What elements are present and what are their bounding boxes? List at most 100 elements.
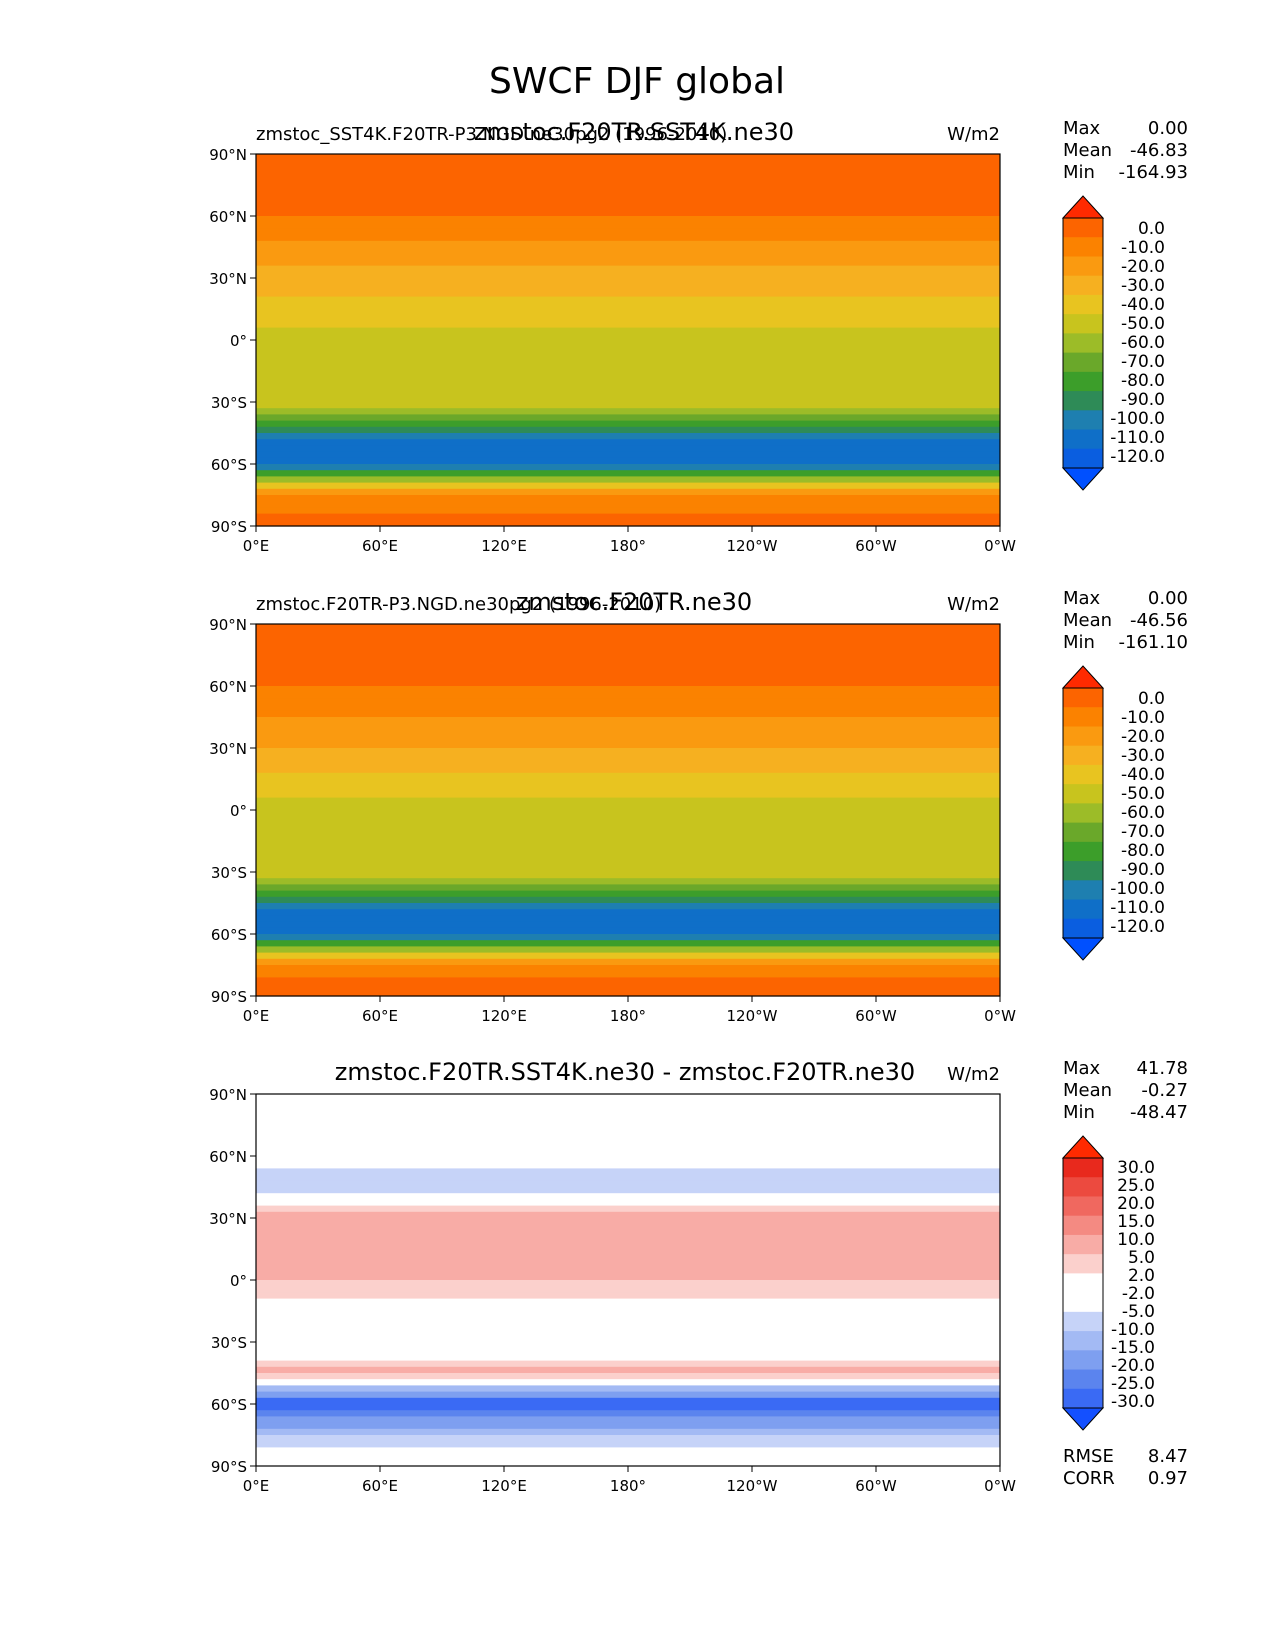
colorbar (1061, 1135, 1105, 1431)
field-band (256, 735, 1000, 743)
field-band (256, 507, 1000, 515)
field-band (256, 1273, 1000, 1281)
colorbar-label: 30.0 (1117, 1158, 1155, 1178)
field-band (256, 271, 1000, 279)
colorbar-label: -80.0 (1121, 841, 1165, 861)
field-band (256, 247, 1000, 254)
lat-tick-label: 0° (230, 802, 247, 820)
field-band (256, 160, 1000, 167)
field-band (256, 216, 1000, 223)
field-band (256, 630, 1000, 637)
colorbar-label: -60.0 (1121, 333, 1165, 353)
panel-2: 90°N 60°N 30°N 0° 30°S 60°S 90°S 0°E 60°E 120°E 1… (209, 588, 1188, 1025)
colorbar-segment (1063, 1331, 1103, 1351)
field-band (256, 754, 1000, 761)
colorbar-label: -5.0 (1122, 1302, 1155, 1322)
lat-tick-label: 60°N (209, 678, 247, 696)
colorbar-extend-max (1061, 665, 1105, 689)
field-band (256, 1199, 1000, 1207)
colorbar-label: 5.0 (1128, 1248, 1155, 1268)
colorbar-segment (1063, 1311, 1103, 1332)
center-title: zmstoc.F20TR.SST4K.ne30 - zmstoc.F20TR.n… (335, 1058, 915, 1086)
colorbar-segment (1063, 371, 1103, 392)
lat-tick-label: 0° (230, 1272, 247, 1290)
field-band (256, 172, 1000, 180)
lon-tick-label: 60°E (362, 1007, 398, 1025)
field-band (256, 797, 1000, 805)
field-band (256, 1131, 1000, 1138)
colorbar-label: -40.0 (1121, 295, 1165, 315)
stat-value-mean: -46.56 (1130, 610, 1188, 631)
field-band (256, 513, 1000, 521)
field-band (256, 723, 1000, 730)
panel-3: 90°N 60°N 30°N 0° 30°S 60°S 90°S 0°E 60°E 120°E 1… (209, 1058, 1188, 1495)
stat-value-rmse: 8.47 (1148, 1446, 1188, 1467)
lat-tick-label: 60°N (209, 1148, 247, 1166)
stat-value-corr: 0.97 (1148, 1468, 1188, 1489)
lon-tick-label: 60°E (362, 1477, 398, 1495)
colorbar-segment (1063, 1273, 1103, 1294)
field-band (256, 1125, 1000, 1132)
stat-label-max: Max (1063, 588, 1101, 609)
field-band (256, 915, 1000, 923)
stat-value-max: 0.00 (1148, 588, 1188, 609)
field-band (256, 377, 1000, 384)
field-band (256, 470, 1000, 477)
field-band (256, 495, 1000, 502)
lon-tick-label: 60°W (855, 1477, 897, 1495)
field-band (256, 1404, 1000, 1411)
field-band (256, 445, 1000, 453)
colorbar-label: -80.0 (1121, 371, 1165, 391)
field-band (256, 1261, 1000, 1269)
field-band (256, 673, 1000, 681)
field-band (256, 414, 1000, 422)
lon-tick-label: 60°W (855, 1007, 897, 1025)
colorbar-segment (1063, 745, 1103, 766)
field-band (256, 816, 1000, 823)
stat-label-min: Min (1063, 1102, 1095, 1123)
left-title: zmstoc.F20TR-P3.NGD.ne30pg2 (1996-2010) (256, 594, 661, 615)
lat-tick-label: 30°N (209, 1210, 247, 1228)
colorbar-segment (1063, 410, 1103, 431)
field-band (256, 636, 1000, 644)
field-band (256, 501, 1000, 508)
colorbar-extend-min (1061, 937, 1105, 961)
field-band (256, 222, 1000, 229)
stat-label-mean: Mean (1063, 610, 1112, 631)
field-band (256, 921, 1000, 929)
units-label: W/m2 (947, 124, 1000, 145)
colorbar-label: 10.0 (1117, 1230, 1155, 1250)
field-band (256, 655, 1000, 662)
colorbar-segment (1063, 1292, 1103, 1313)
field-band (256, 315, 1000, 322)
field-band (256, 1385, 1000, 1393)
colorbar-extend-min (1061, 1407, 1105, 1431)
colorbar-segment (1063, 841, 1103, 862)
field-band (256, 284, 1000, 291)
field-band (256, 1106, 1000, 1114)
field-band (256, 878, 1000, 885)
field-band (256, 464, 1000, 471)
stat-value-mean: -0.27 (1141, 1080, 1188, 1101)
field-band (256, 884, 1000, 892)
lat-tick-label: 30°S (211, 1334, 247, 1352)
field-band (256, 408, 1000, 415)
field-band (256, 1149, 1000, 1157)
stat-label-corr: CORR (1063, 1468, 1115, 1489)
field-band (256, 259, 1000, 267)
field-band (256, 1193, 1000, 1200)
lat-tick-label: 60°S (211, 456, 247, 474)
lat-axis: 90°N 60°N 30°N 0° 30°S 60°S 90°S (209, 146, 256, 536)
field-band (256, 989, 1000, 997)
field-band (256, 457, 1000, 465)
field-band (256, 803, 1000, 811)
field-band (256, 488, 1000, 496)
colorbar-label: -100.0 (1110, 879, 1165, 899)
field-band (256, 1416, 1000, 1424)
colorbar-label: -20.0 (1121, 727, 1165, 747)
lat-tick-label: 30°S (211, 864, 247, 882)
stat-value-max: 0.00 (1148, 118, 1188, 139)
field-band (256, 358, 1000, 366)
lat-tick-label: 90°S (211, 988, 247, 1006)
lat-axis: 90°N 60°N 30°N 0° 30°S 60°S 90°S (209, 1086, 256, 1476)
